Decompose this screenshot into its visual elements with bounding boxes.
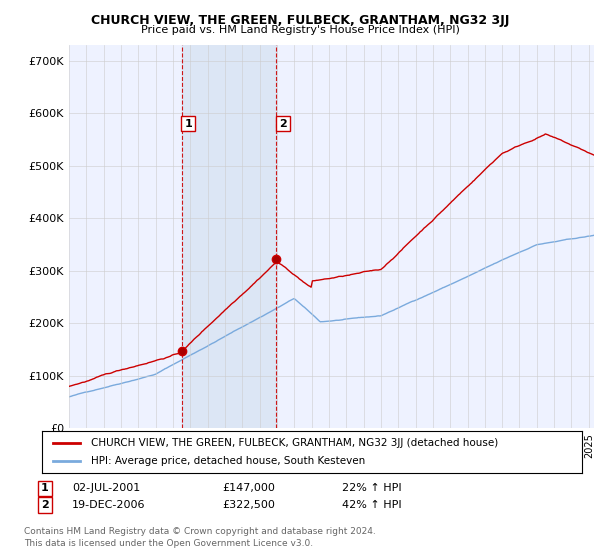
Text: 1: 1 [184, 119, 192, 129]
Text: 2: 2 [41, 500, 49, 510]
Text: Price paid vs. HM Land Registry's House Price Index (HPI): Price paid vs. HM Land Registry's House … [140, 25, 460, 35]
Bar [182, 45, 277, 428]
Text: 02-JUL-2001: 02-JUL-2001 [72, 483, 140, 493]
Text: HPI: Average price, detached house, South Kesteven: HPI: Average price, detached house, Sout… [91, 456, 365, 466]
Text: CHURCH VIEW, THE GREEN, FULBECK, GRANTHAM, NG32 3JJ: CHURCH VIEW, THE GREEN, FULBECK, GRANTHA… [91, 14, 509, 27]
Text: 42% ↑ HPI: 42% ↑ HPI [342, 500, 401, 510]
Text: 19-DEC-2006: 19-DEC-2006 [72, 500, 146, 510]
Text: This data is licensed under the Open Government Licence v3.0.: This data is licensed under the Open Gov… [24, 539, 313, 548]
Text: £147,000: £147,000 [222, 483, 275, 493]
Text: Contains HM Land Registry data © Crown copyright and database right 2024.: Contains HM Land Registry data © Crown c… [24, 528, 376, 536]
Text: 22% ↑ HPI: 22% ↑ HPI [342, 483, 401, 493]
Text: 1: 1 [41, 483, 49, 493]
Text: 2: 2 [279, 119, 287, 129]
Text: £322,500: £322,500 [222, 500, 275, 510]
Text: CHURCH VIEW, THE GREEN, FULBECK, GRANTHAM, NG32 3JJ (detached house): CHURCH VIEW, THE GREEN, FULBECK, GRANTHA… [91, 438, 498, 448]
